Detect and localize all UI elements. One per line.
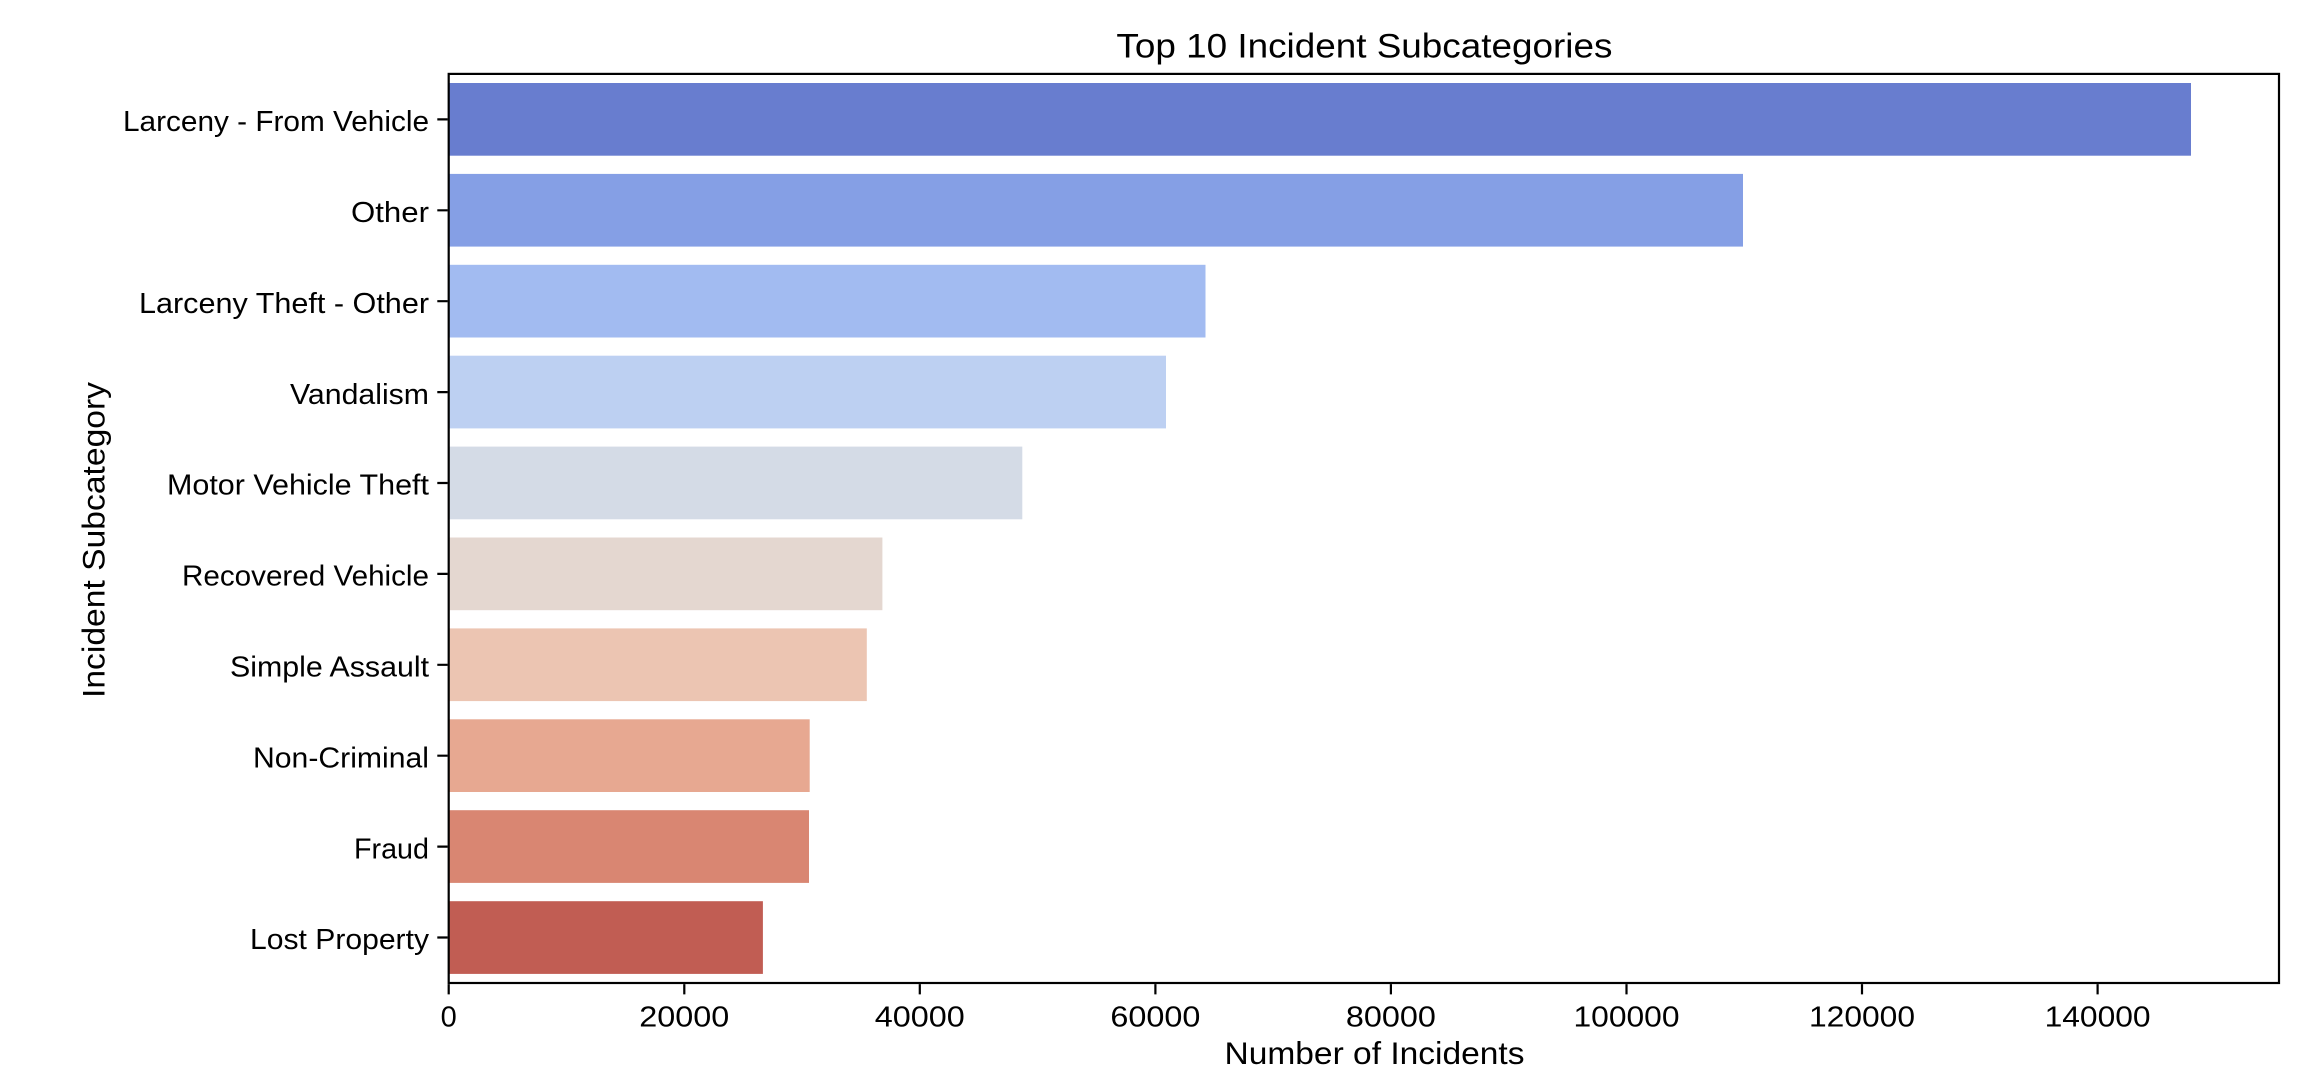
svg-text:Simple Assault: Simple Assault (230, 652, 429, 684)
svg-text:140000: 140000 (2045, 1002, 2151, 1034)
svg-text:20000: 20000 (639, 1002, 729, 1034)
svg-text:Other: Other (351, 197, 429, 229)
svg-text:Incident Subcategory: Incident Subcategory (76, 382, 112, 698)
svg-text:Larceny Theft - Other: Larceny Theft - Other (139, 288, 429, 320)
svg-text:0: 0 (441, 1002, 457, 1034)
svg-text:40000: 40000 (875, 1002, 965, 1034)
svg-text:120000: 120000 (1809, 1002, 1915, 1034)
svg-text:Non-Criminal: Non-Criminal (253, 742, 429, 774)
svg-text:Larceny - From Vehicle: Larceny - From Vehicle (123, 106, 429, 138)
svg-text:Number of Incidents: Number of Incidents (1225, 1035, 1525, 1071)
svg-text:100000: 100000 (1574, 1002, 1680, 1034)
svg-text:Vandalism: Vandalism (290, 379, 429, 411)
svg-text:80000: 80000 (1346, 1002, 1436, 1034)
svg-text:Motor Vehicle Theft: Motor Vehicle Theft (167, 470, 429, 502)
svg-text:Fraud: Fraud (354, 833, 429, 865)
svg-text:Lost Property: Lost Property (250, 924, 430, 956)
svg-text:Recovered Vehicle: Recovered Vehicle (182, 561, 429, 593)
svg-text:60000: 60000 (1110, 1002, 1200, 1034)
svg-text:Top 10 Incident Subcategories: Top 10 Incident Subcategories (1116, 28, 1612, 66)
